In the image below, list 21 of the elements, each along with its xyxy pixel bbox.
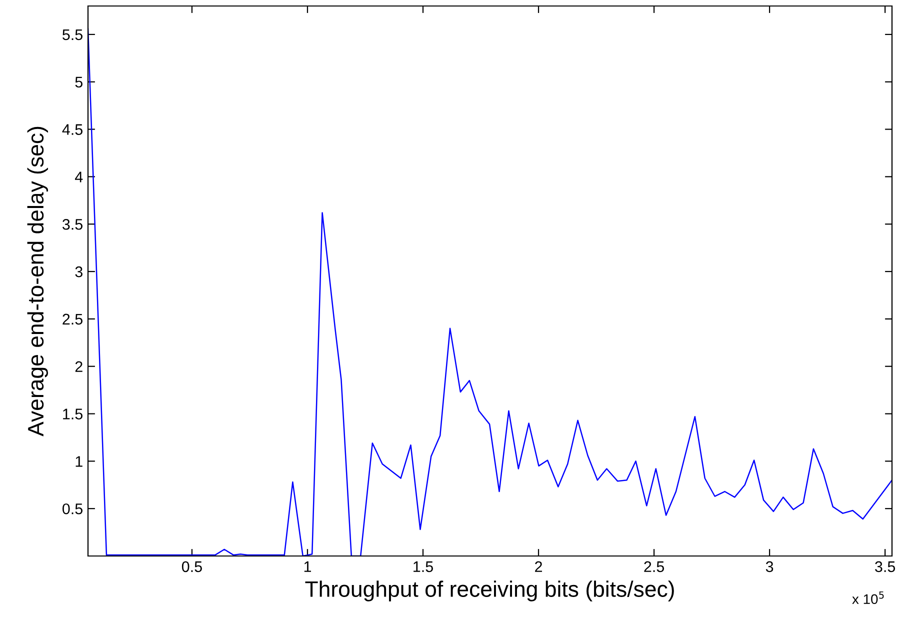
- x-tick-label: 2: [535, 561, 542, 572]
- x-tick-label: 3: [766, 561, 774, 572]
- y-tick-label: 3.5: [62, 218, 82, 230]
- x-tick-label: 2.5: [644, 561, 664, 572]
- y-tick-label: 0.5: [62, 503, 82, 514]
- y-tick-label: 1: [76, 456, 82, 467]
- x-axis-title: Throughput of receiving bits (bits/sec): [305, 580, 674, 602]
- y-tick-label: 2: [75, 361, 82, 372]
- y-tick-label: 4: [74, 172, 83, 182]
- x-tick-label: 1.5: [414, 561, 433, 572]
- x-tick-label: 0.5: [182, 561, 202, 572]
- x-tick-label: 3.5: [875, 561, 896, 572]
- y-tick-label: 5.5: [62, 29, 82, 40]
- y-axis-title: Average end-to-end delay (sec): [27, 126, 48, 436]
- y-tick-label: 2.5: [62, 314, 82, 325]
- y-tick-label: 5: [75, 76, 82, 88]
- y-tick-label: 3: [75, 266, 82, 278]
- y-tick-label: 1.5: [63, 408, 82, 420]
- y-tick-label: 4.5: [62, 124, 82, 135]
- x-tick-label: 1: [304, 561, 311, 572]
- text: x 10$^{5}$: [852, 592, 884, 604]
